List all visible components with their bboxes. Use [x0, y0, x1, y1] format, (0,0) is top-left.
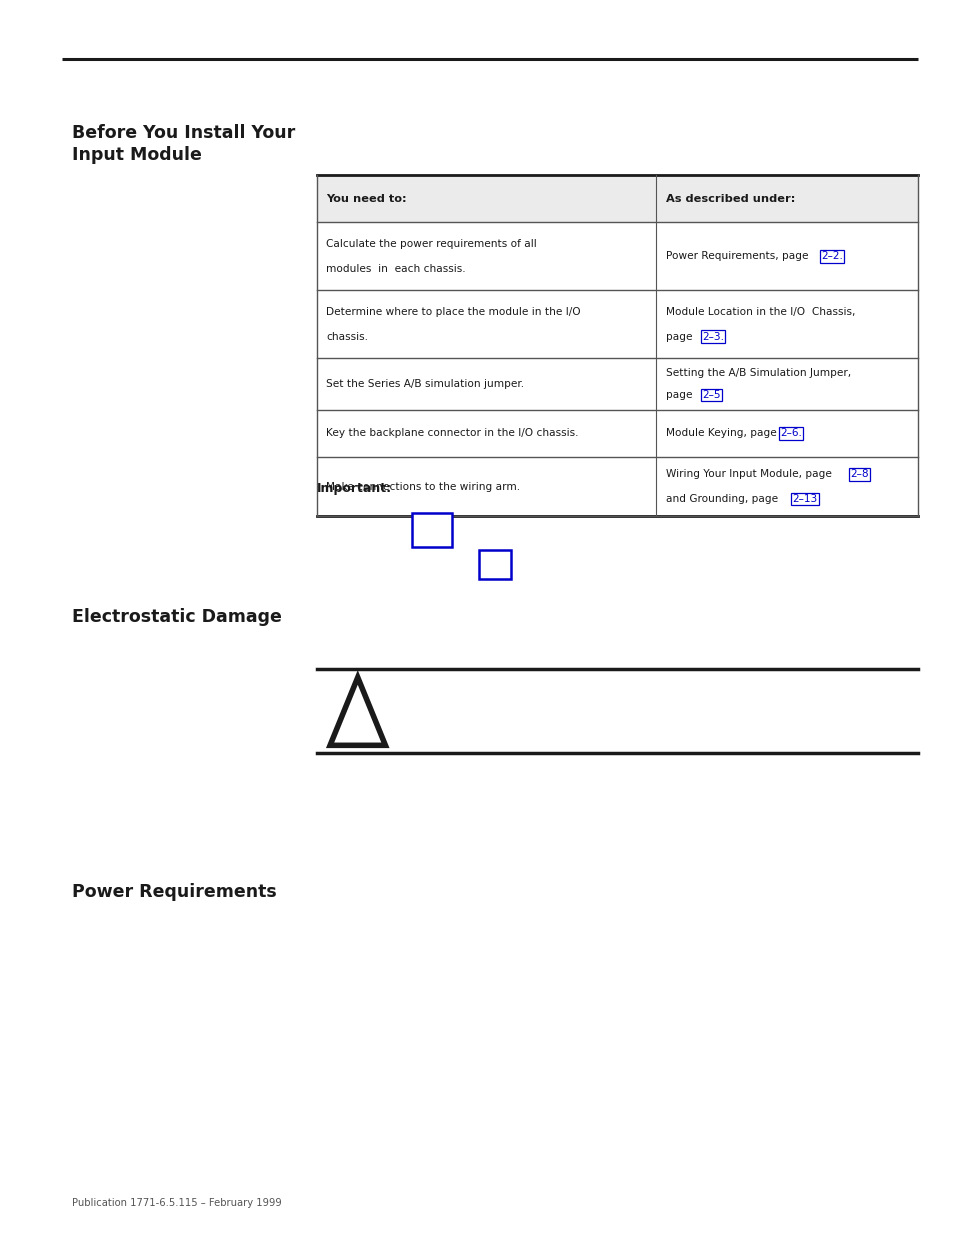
- Text: Module Keying, page: Module Keying, page: [665, 429, 780, 438]
- Bar: [316, 175, 917, 222]
- Text: Set the Series A/B simulation jumper.: Set the Series A/B simulation jumper.: [326, 379, 524, 389]
- Text: Power Requirements: Power Requirements: [71, 883, 276, 902]
- Text: Important:: Important:: [316, 482, 392, 495]
- Text: page: page: [665, 390, 695, 400]
- Text: Setting the A/B Simulation Jumper,: Setting the A/B Simulation Jumper,: [665, 368, 850, 378]
- Text: 2–6.: 2–6.: [780, 429, 801, 438]
- Text: 2–2.: 2–2.: [821, 251, 842, 262]
- Bar: [412, 513, 452, 547]
- Text: As described under:: As described under:: [665, 194, 795, 204]
- Text: Determine where to place the module in the I/O: Determine where to place the module in t…: [326, 306, 580, 317]
- Polygon shape: [330, 677, 385, 746]
- Text: Module Location in the I/O  Chassis,: Module Location in the I/O Chassis,: [665, 306, 854, 317]
- Text: Key the backplane connector in the I/O chassis.: Key the backplane connector in the I/O c…: [326, 429, 578, 438]
- Text: Power Requirements, page: Power Requirements, page: [665, 251, 811, 262]
- Text: 2–13: 2–13: [792, 494, 817, 504]
- Text: Electrostatic Damage: Electrostatic Damage: [71, 608, 281, 626]
- Text: Calculate the power requirements of all: Calculate the power requirements of all: [326, 238, 537, 249]
- Text: Before You Install Your
Input Module: Before You Install Your Input Module: [71, 124, 294, 164]
- Text: and Grounding, page: and Grounding, page: [665, 494, 781, 504]
- Text: Wiring Your Input Module, page: Wiring Your Input Module, page: [665, 469, 834, 479]
- Text: 2–8: 2–8: [849, 469, 867, 479]
- Bar: [478, 550, 511, 578]
- Text: Make connections to the wiring arm.: Make connections to the wiring arm.: [326, 482, 519, 492]
- Text: modules  in  each chassis.: modules in each chassis.: [326, 263, 465, 274]
- Text: 2–3.: 2–3.: [701, 331, 723, 342]
- Text: Publication 1771-6.5.115 – February 1999: Publication 1771-6.5.115 – February 1999: [71, 1198, 281, 1208]
- Text: page: page: [665, 331, 695, 342]
- Text: chassis.: chassis.: [326, 331, 368, 342]
- Text: 2–5: 2–5: [701, 390, 720, 400]
- Text: You need to:: You need to:: [326, 194, 407, 204]
